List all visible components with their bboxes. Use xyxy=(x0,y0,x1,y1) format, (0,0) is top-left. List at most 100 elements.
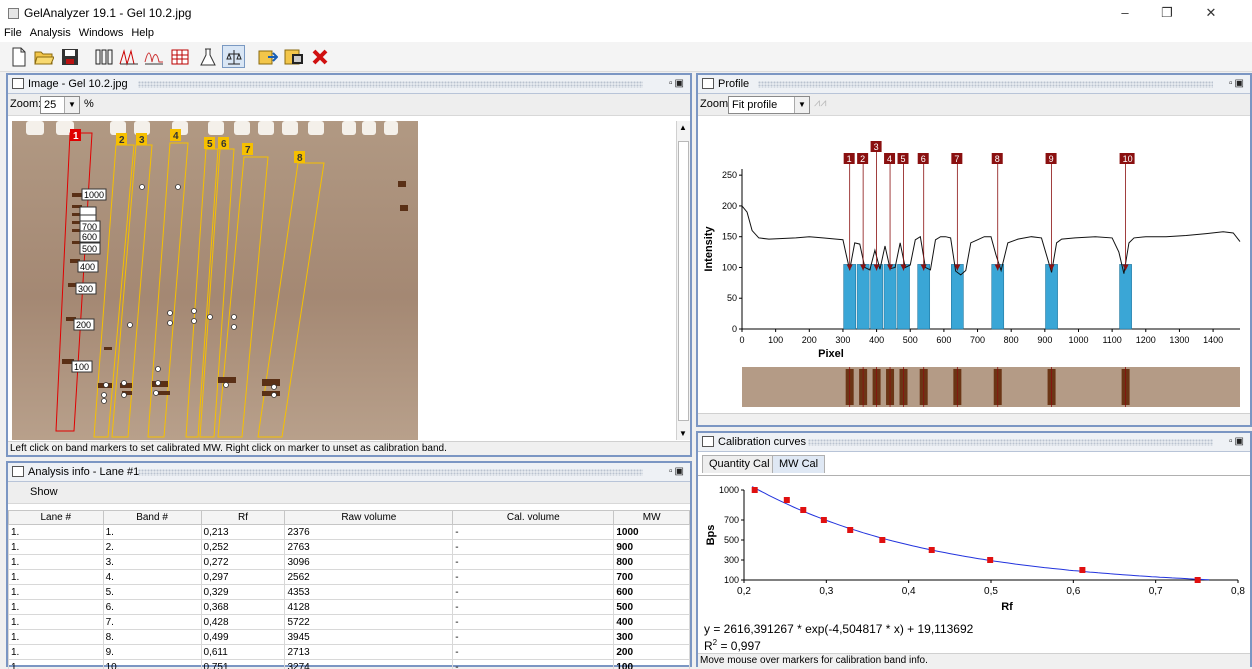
image-panel-titlebar[interactable]: Image - Gel 10.2.jpg ▫▣ xyxy=(8,75,690,94)
calibration-point[interactable] xyxy=(879,537,886,543)
peak-area[interactable] xyxy=(856,264,870,330)
peak-label[interactable]: 1 xyxy=(847,154,852,164)
peak-label[interactable]: 7 xyxy=(954,154,959,164)
delete-icon[interactable] xyxy=(308,45,331,68)
lane-1-outline[interactable] xyxy=(55,132,93,432)
peak-marker-arrow xyxy=(873,264,880,271)
image-scrollbar[interactable]: ▲ ▼ xyxy=(676,121,690,440)
flask-icon[interactable] xyxy=(196,45,219,68)
column-header[interactable]: Rf xyxy=(200,510,286,525)
table-row[interactable]: 1. 8. 0,499 3945-300 xyxy=(8,629,690,645)
column-header[interactable]: MW xyxy=(613,510,690,525)
peak-area[interactable] xyxy=(870,264,883,330)
peak-label[interactable]: 2 xyxy=(860,154,865,164)
frame-buttons-icon[interactable]: ▫▣ xyxy=(1229,436,1246,447)
save-icon[interactable] xyxy=(58,45,81,68)
calibration-point[interactable] xyxy=(1079,567,1086,573)
calibration-scale-icon[interactable] xyxy=(222,45,245,68)
table-row[interactable]: 1. 2. 0,252 2763-900 xyxy=(8,539,690,555)
peak-area[interactable] xyxy=(843,264,856,330)
peak-marker-arrow xyxy=(846,264,853,271)
menu-analysis[interactable]: Analysis xyxy=(29,27,71,39)
peaks-icon[interactable] xyxy=(117,45,140,68)
peak-label-box xyxy=(897,153,909,164)
column-header[interactable]: Cal. volume xyxy=(452,510,615,525)
peak-tool-icon[interactable]: ⩘⩘ xyxy=(814,97,827,109)
column-header[interactable]: Band # xyxy=(102,510,202,525)
profile-zoom-select[interactable]: Fit profile ▼ xyxy=(728,96,810,114)
gel-image[interactable]: 1000 700 600 500 400 300 200 100 1 2 3 4 xyxy=(12,121,418,440)
peak-area[interactable] xyxy=(917,264,931,330)
peak-label[interactable]: 5 xyxy=(901,154,906,164)
calibration-panel-titlebar[interactable]: Calibration curves ▫▣ xyxy=(698,433,1250,452)
peak-area[interactable] xyxy=(883,264,897,330)
peak-label[interactable]: 8 xyxy=(995,154,1000,164)
peak-area[interactable] xyxy=(897,264,910,330)
table-row[interactable]: 1. 5. 0,329 4353-600 xyxy=(8,584,690,600)
frame-buttons-icon[interactable]: ▫▣ xyxy=(1229,78,1246,89)
profile-panel-titlebar[interactable]: Profile ▫▣ xyxy=(698,75,1250,94)
calibration-point[interactable] xyxy=(987,557,994,563)
calibration-point[interactable] xyxy=(800,507,807,513)
profile-chart[interactable]: 1 234 5 6 7 8 9 100 100 200 300 400 500 600 700 800 900 1… xyxy=(698,117,1250,407)
new-file-icon[interactable] xyxy=(7,45,30,68)
table-cell: 4. xyxy=(102,569,202,585)
table-row[interactable]: 1. 10. 0,751 3274-100 xyxy=(8,659,690,669)
title-bar: GelAnalyzer 19.1 - Gel 10.2.jpg – ❐ ✕ xyxy=(0,0,1252,26)
scroll-thumb[interactable] xyxy=(678,141,689,421)
x-tick-label: 1400 xyxy=(1203,335,1223,345)
calibration-point[interactable] xyxy=(783,497,790,503)
grid-icon[interactable] xyxy=(168,45,191,68)
svg-text:100: 100 xyxy=(74,362,89,372)
close-button[interactable]: ✕ xyxy=(1205,5,1217,20)
table-cell: 1. xyxy=(8,524,104,540)
profile-peaks-icon[interactable] xyxy=(142,45,165,68)
band-markers[interactable] xyxy=(101,184,277,404)
calibration-point[interactable] xyxy=(1194,577,1201,583)
peak-area[interactable] xyxy=(991,264,1005,330)
table-row[interactable]: 1. 6. 0,368 4128-500 xyxy=(8,599,690,615)
table-row[interactable]: 1. 1. 0,213 2376-1000 xyxy=(8,524,690,540)
calibration-chart[interactable]: 0,2 0,3 0,4 0,5 0,6 0,7 0,8 100 300 500 700 1000 Rf B… xyxy=(698,475,1250,625)
table-row[interactable]: 1. 7. 0,428 5722-400 xyxy=(8,614,690,630)
table-row[interactable]: 1. 3. 0,272 3096-800 xyxy=(8,554,690,570)
minimize-button[interactable]: – xyxy=(1121,5,1129,20)
table-row[interactable]: 1. 4. 0,297 2562-700 xyxy=(8,569,690,585)
analysis-panel-titlebar[interactable]: Analysis info - Lane #1 ▫▣ xyxy=(8,463,690,482)
table-cell: - xyxy=(452,659,615,669)
peak-area[interactable] xyxy=(1045,264,1058,330)
peak-label[interactable]: 3 xyxy=(874,142,879,152)
menu-windows[interactable]: Windows xyxy=(78,27,124,39)
peak-label[interactable]: 9 xyxy=(1049,154,1054,164)
scroll-up-icon[interactable]: ▲ xyxy=(679,123,687,132)
show-menu[interactable]: Show xyxy=(30,486,58,498)
scroll-down-icon[interactable]: ▼ xyxy=(679,429,687,438)
calibration-point[interactable] xyxy=(928,547,935,553)
open-folder-icon[interactable] xyxy=(32,45,55,68)
tab-quantity-cal[interactable]: Quantity Cal xyxy=(702,455,777,473)
menu-help[interactable]: Help xyxy=(131,27,154,39)
calibration-point[interactable] xyxy=(820,517,827,523)
table-row[interactable]: 1. 9. 0,611 2713-200 xyxy=(8,644,690,660)
frame-buttons-icon[interactable]: ▫▣ xyxy=(669,466,686,477)
peak-area[interactable] xyxy=(1119,264,1132,330)
profile-hscrollbar[interactable] xyxy=(698,413,1250,425)
y-axis-label: Intensity xyxy=(703,226,715,272)
menu-file[interactable]: File xyxy=(4,27,22,39)
tab-mw-cal[interactable]: MW Cal xyxy=(772,455,826,473)
peak-label[interactable]: 6 xyxy=(921,154,926,164)
table-cell: 3096 xyxy=(284,554,454,570)
restore-button[interactable]: ❐ xyxy=(1161,5,1173,20)
peak-label[interactable]: 10 xyxy=(1123,154,1133,164)
calibration-point[interactable] xyxy=(847,527,854,533)
export-film-icon[interactable] xyxy=(282,45,305,68)
lanes-icon[interactable] xyxy=(92,45,115,68)
peak-label[interactable]: 4 xyxy=(887,154,892,164)
export-icon[interactable] xyxy=(256,45,279,68)
zoom-select[interactable]: 25 ▼ xyxy=(40,96,80,114)
table-cell: 6. xyxy=(102,599,202,615)
calibration-point[interactable] xyxy=(751,487,758,493)
column-header[interactable]: Raw volume xyxy=(284,510,454,525)
frame-buttons-icon[interactable]: ▫▣ xyxy=(669,78,686,89)
column-header[interactable]: Lane # xyxy=(8,510,104,525)
